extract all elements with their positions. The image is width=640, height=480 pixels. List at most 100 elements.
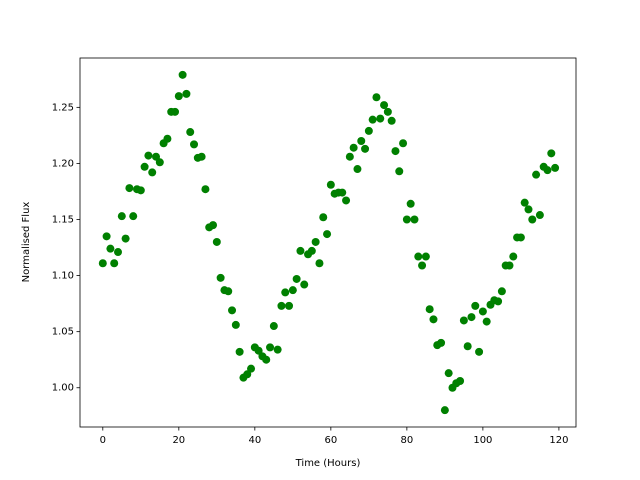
point (269, 322, 278, 331)
x-tick-label: 60 (324, 435, 337, 446)
point (353, 165, 362, 174)
point (110, 259, 119, 268)
point (201, 185, 210, 194)
point (174, 92, 183, 101)
point (429, 315, 438, 324)
point (296, 246, 305, 255)
point (190, 140, 199, 149)
point (547, 149, 556, 158)
point (125, 184, 134, 193)
point (342, 196, 351, 205)
point (543, 166, 552, 175)
point (532, 170, 541, 179)
point (391, 147, 400, 156)
x-tick-label: 20 (172, 435, 185, 446)
point (129, 212, 138, 221)
x-tick-label: 120 (549, 435, 568, 446)
point (364, 126, 373, 135)
point (300, 280, 309, 289)
y-axis-label: Normalised Flux (21, 202, 32, 283)
point (361, 144, 370, 153)
point (182, 89, 191, 98)
point (524, 205, 533, 214)
point (399, 139, 408, 148)
point (456, 377, 465, 386)
point (338, 188, 347, 197)
x-tick-label: 40 (248, 435, 261, 446)
point (376, 114, 385, 123)
point (383, 107, 392, 116)
point (216, 273, 225, 282)
point (323, 230, 332, 239)
point (281, 288, 290, 297)
point (437, 338, 446, 347)
point (418, 261, 427, 270)
point (273, 345, 282, 354)
point (349, 143, 358, 152)
point (231, 320, 240, 329)
point (528, 215, 537, 224)
point (140, 162, 149, 171)
point (467, 313, 476, 322)
x-tick-label: 80 (400, 435, 413, 446)
point (357, 136, 366, 145)
point (136, 186, 145, 195)
point (410, 215, 419, 224)
y-tick-label: 1.20 (52, 158, 74, 169)
x-tick-label: 0 (100, 435, 106, 446)
point (345, 152, 354, 161)
point (414, 252, 423, 261)
point (494, 297, 503, 306)
point (505, 261, 514, 270)
point (516, 233, 525, 242)
point (497, 287, 506, 296)
y-tick-label: 1.10 (52, 271, 74, 282)
point (212, 237, 221, 246)
point (372, 93, 381, 102)
point (395, 167, 404, 176)
point (402, 215, 411, 224)
point (406, 199, 415, 208)
point (277, 301, 286, 310)
y-tick-label: 1.00 (52, 383, 74, 394)
point (520, 198, 529, 207)
point (228, 306, 237, 315)
point (368, 115, 377, 124)
point (425, 305, 434, 314)
point (285, 301, 294, 310)
point (144, 151, 153, 160)
point (247, 364, 256, 373)
point (463, 342, 472, 351)
point (98, 259, 107, 268)
point (106, 244, 115, 253)
point (197, 152, 206, 161)
point (319, 213, 328, 222)
point (478, 307, 487, 316)
point (117, 212, 126, 221)
x-tick-label: 100 (473, 435, 492, 446)
point (326, 180, 335, 189)
point (102, 232, 111, 241)
y-tick-label: 1.15 (52, 215, 74, 226)
point (471, 301, 480, 310)
point (475, 347, 484, 356)
point (551, 163, 560, 172)
point (155, 158, 164, 167)
point (421, 252, 430, 261)
point (440, 406, 449, 415)
point (163, 134, 172, 143)
point (243, 370, 252, 379)
point (209, 221, 218, 230)
point (307, 246, 316, 255)
plot-frame (79, 57, 577, 428)
point (387, 116, 396, 125)
point (254, 346, 263, 355)
point (292, 274, 301, 283)
y-tick-label: 1.05 (52, 327, 74, 338)
point (459, 316, 468, 325)
point (121, 234, 130, 243)
point (171, 107, 180, 116)
point (311, 237, 320, 246)
point (262, 355, 271, 364)
